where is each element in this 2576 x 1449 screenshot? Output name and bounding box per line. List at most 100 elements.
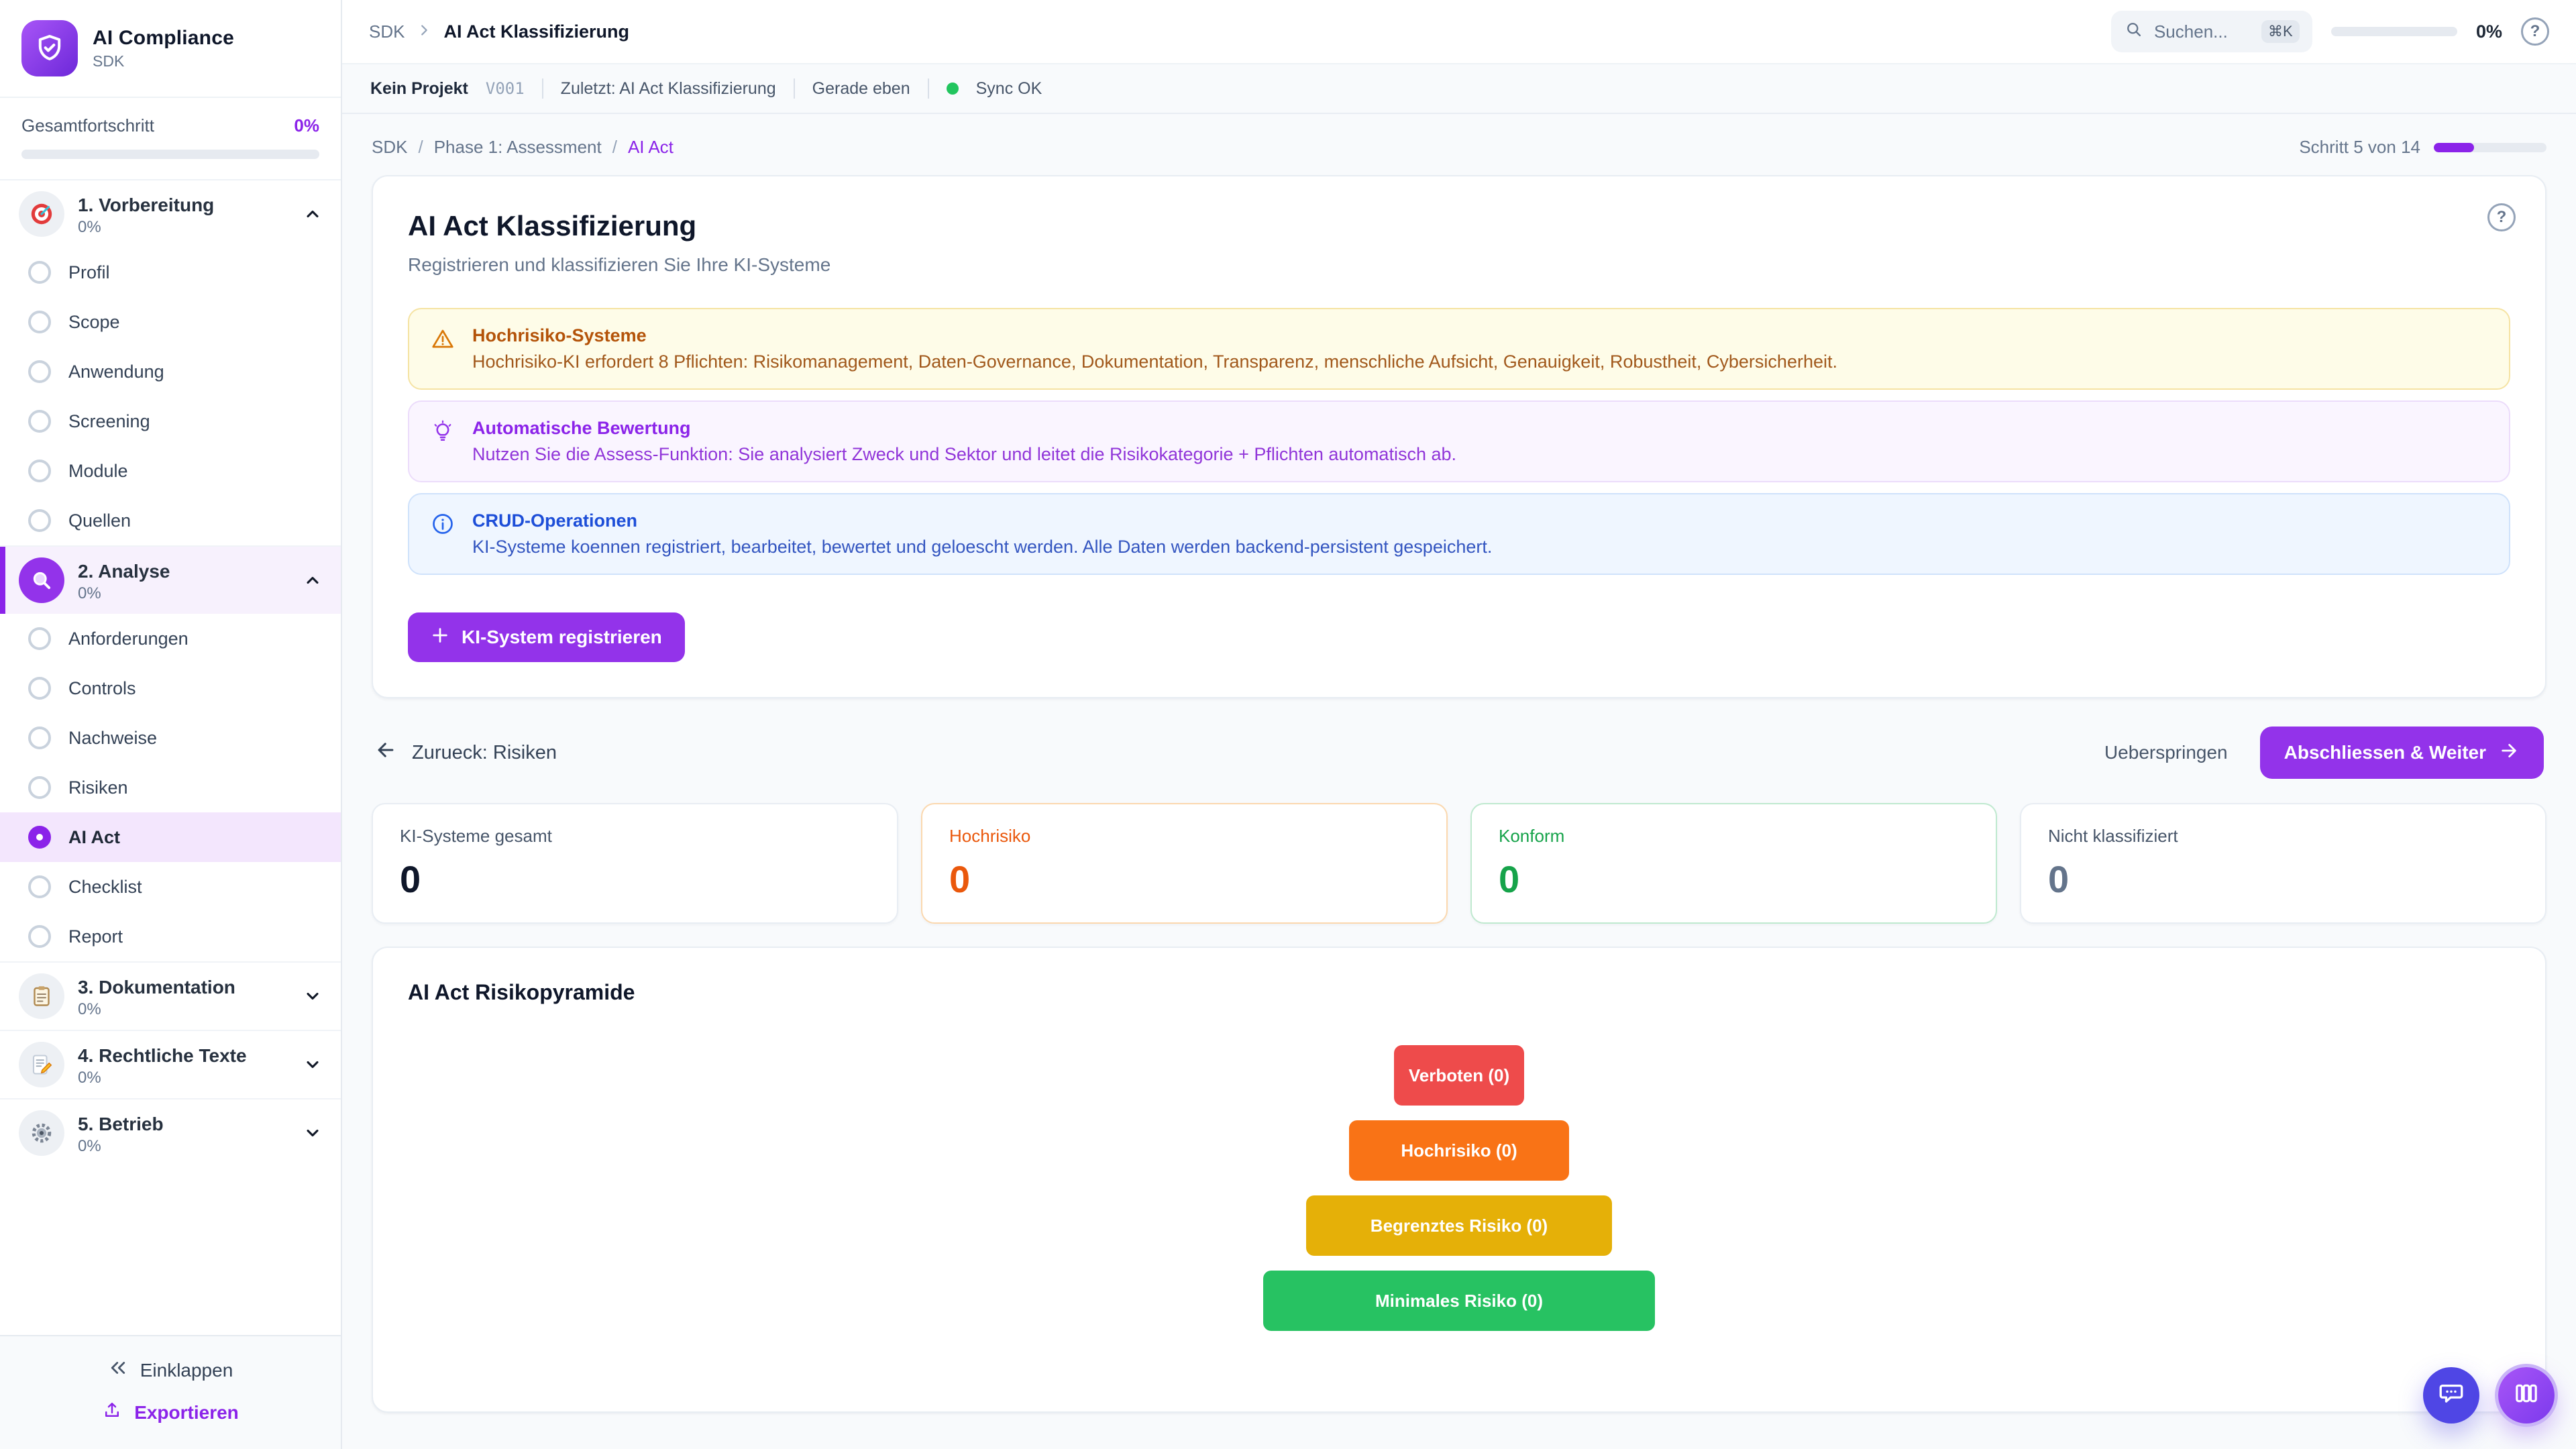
clipboard-icon bbox=[19, 973, 64, 1019]
section-percent: 0% bbox=[78, 584, 101, 602]
next-label: Abschliessen & Weiter bbox=[2284, 742, 2486, 763]
stat-label: KI-Systeme gesamt bbox=[400, 826, 552, 846]
overall-progress-value: 0% bbox=[294, 115, 319, 136]
back-button[interactable]: Zurueck: Risiken bbox=[374, 739, 557, 767]
section-header-analyse[interactable]: 2. Analyse 0% bbox=[0, 547, 341, 614]
page-content: SDK / Phase 1: Assessment / AI Act Schri… bbox=[342, 114, 2576, 1449]
sidebar-nav: 1. Vorbereitung 0% Profil Scope Anwendun… bbox=[0, 180, 341, 1335]
item-label: Anwendung bbox=[68, 361, 164, 382]
register-ki-system-button[interactable]: KI-System registrieren bbox=[408, 612, 685, 662]
top-bar: SDK AI Act Klassifizierung ⌘K 0% ? bbox=[342, 0, 2576, 64]
radio-icon bbox=[28, 261, 51, 284]
sync-status: Sync OK bbox=[975, 78, 1042, 98]
search-input[interactable] bbox=[2153, 21, 2251, 42]
alert-title: Hochrisiko-Systeme bbox=[472, 325, 647, 345]
step-label: Schritt 5 von 14 bbox=[2299, 137, 2420, 157]
breadcrumb-root[interactable]: SDK bbox=[369, 21, 405, 42]
radio-icon bbox=[28, 727, 51, 749]
sidebar-item-controls[interactable]: Controls bbox=[0, 663, 341, 713]
item-label: Profil bbox=[68, 262, 110, 282]
sidebar-item-risiken[interactable]: Risiken bbox=[0, 763, 341, 812]
project-status: Kein Projekt bbox=[370, 78, 468, 98]
double-chevron-left-icon bbox=[108, 1358, 128, 1383]
sidebar-item-anwendung[interactable]: Anwendung bbox=[0, 347, 341, 396]
section-header-betrieb[interactable]: 5. Betrieb 0% bbox=[0, 1099, 341, 1167]
alert-hochrisiko: Hochrisiko-Systeme Hochrisiko-KI erforde… bbox=[408, 308, 2510, 390]
page-crumb-current: AI Act bbox=[627, 137, 674, 157]
overall-progress-bar bbox=[21, 150, 319, 159]
section-header-rechtliche-texte[interactable]: 4. Rechtliche Texte 0% bbox=[0, 1031, 341, 1098]
section-label: 1. Vorbereitung bbox=[78, 194, 215, 215]
section-label: 4. Rechtliche Texte bbox=[78, 1044, 247, 1066]
stat-ki-systeme-gesamt: KI-Systeme gesamt 0 bbox=[372, 803, 898, 924]
radio-icon bbox=[28, 410, 51, 433]
nav-section-analyse: 2. Analyse 0% Anforderungen Controls Nac… bbox=[0, 545, 341, 961]
radio-icon bbox=[28, 460, 51, 482]
radio-icon bbox=[28, 677, 51, 700]
sidebar-item-checklist[interactable]: Checklist bbox=[0, 862, 341, 912]
sidebar-item-quellen[interactable]: Quellen bbox=[0, 496, 341, 545]
divider bbox=[793, 78, 795, 99]
collapse-sidebar-button[interactable]: Einklappen bbox=[108, 1358, 233, 1383]
page-subtitle: Registrieren und klassifizieren Sie Ihre… bbox=[408, 254, 831, 275]
sidebar-item-profil[interactable]: Profil bbox=[0, 248, 341, 297]
section-header-vorbereitung[interactable]: 1. Vorbereitung 0% bbox=[0, 180, 341, 248]
item-label: Nachweise bbox=[68, 727, 158, 748]
sidebar-item-scope[interactable]: Scope bbox=[0, 297, 341, 347]
version-badge: V001 bbox=[485, 79, 525, 98]
sidebar-item-module[interactable]: Module bbox=[0, 446, 341, 496]
search-icon bbox=[2125, 19, 2143, 44]
radio-icon bbox=[28, 925, 51, 948]
page-crumb-phase[interactable]: Phase 1: Assessment bbox=[433, 137, 602, 157]
radio-icon bbox=[28, 627, 51, 650]
sidebar-item-ai-act[interactable]: AI Act bbox=[0, 812, 341, 862]
topbar-progress-value: 0% bbox=[2475, 21, 2502, 42]
card-help-icon[interactable]: ? bbox=[2487, 203, 2516, 231]
breadcrumb: SDK AI Act Klassifizierung bbox=[369, 21, 629, 42]
export-label: Exportieren bbox=[134, 1401, 239, 1423]
page-crumb-root[interactable]: SDK bbox=[372, 137, 408, 157]
pyramid-level-begrenztes-risiko: Begrenztes Risiko (0) bbox=[1306, 1195, 1612, 1256]
section-percent: 0% bbox=[78, 1000, 101, 1018]
stat-hochrisiko: Hochrisiko 0 bbox=[921, 803, 1448, 924]
section-header-dokumentation[interactable]: 3. Dokumentation 0% bbox=[0, 963, 341, 1030]
alert-list: Hochrisiko-Systeme Hochrisiko-KI erforde… bbox=[408, 308, 2510, 575]
wizard-nav-row: Zurueck: Risiken Ueberspringen Abschlies… bbox=[372, 727, 2546, 779]
arrow-left-icon bbox=[374, 739, 397, 767]
back-label: Zurueck: Risiken bbox=[412, 741, 557, 763]
breadcrumb-current: AI Act Klassifizierung bbox=[443, 21, 630, 42]
export-button[interactable]: Exportieren bbox=[102, 1400, 239, 1425]
alert-automatische-bewertung: Automatische Bewertung Nutzen Sie die As… bbox=[408, 400, 2510, 482]
sidebar-item-screening[interactable]: Screening bbox=[0, 396, 341, 446]
board-fab-button[interactable] bbox=[2498, 1367, 2555, 1424]
item-label: Module bbox=[68, 460, 128, 481]
item-label: Screening bbox=[68, 411, 150, 431]
alert-title: CRUD-Operationen bbox=[472, 511, 638, 531]
alert-body: Nutzen Sie die Assess-Funktion: Sie anal… bbox=[472, 444, 1457, 464]
step-progress-bar bbox=[2434, 142, 2546, 152]
section-percent: 0% bbox=[78, 1068, 101, 1087]
app-title: AI Compliance bbox=[93, 26, 234, 49]
sidebar-item-anforderungen[interactable]: Anforderungen bbox=[0, 614, 341, 663]
chevron-down-icon bbox=[303, 987, 322, 1006]
help-icon[interactable]: ? bbox=[2521, 17, 2549, 46]
sidebar-item-nachweise[interactable]: Nachweise bbox=[0, 713, 341, 763]
stat-value: 0 bbox=[1499, 858, 1520, 900]
chevron-up-icon bbox=[303, 205, 322, 223]
finish-and-next-button[interactable]: Abschliessen & Weiter bbox=[2259, 727, 2544, 779]
search-box[interactable]: ⌘K bbox=[2110, 11, 2312, 52]
memo-pencil-icon bbox=[19, 1042, 64, 1087]
skip-button[interactable]: Ueberspringen bbox=[2104, 742, 2228, 763]
stat-nicht-klassifiziert: Nicht klassifiziert 0 bbox=[2020, 803, 2546, 924]
stat-label: Nicht klassifiziert bbox=[2048, 826, 2178, 846]
sidebar-item-report[interactable]: Report bbox=[0, 912, 341, 961]
page-title: AI Act Klassifizierung bbox=[408, 210, 697, 241]
divider bbox=[927, 78, 929, 99]
keyboard-shortcut-badge: ⌘K bbox=[2261, 20, 2300, 43]
warning-triangle-icon bbox=[431, 325, 458, 372]
sidebar-footer: Einklappen Exportieren bbox=[0, 1335, 341, 1449]
divider bbox=[541, 78, 543, 99]
chat-fab-button[interactable] bbox=[2423, 1367, 2479, 1424]
plus-icon bbox=[431, 626, 449, 649]
arrow-right-icon bbox=[2498, 740, 2520, 766]
